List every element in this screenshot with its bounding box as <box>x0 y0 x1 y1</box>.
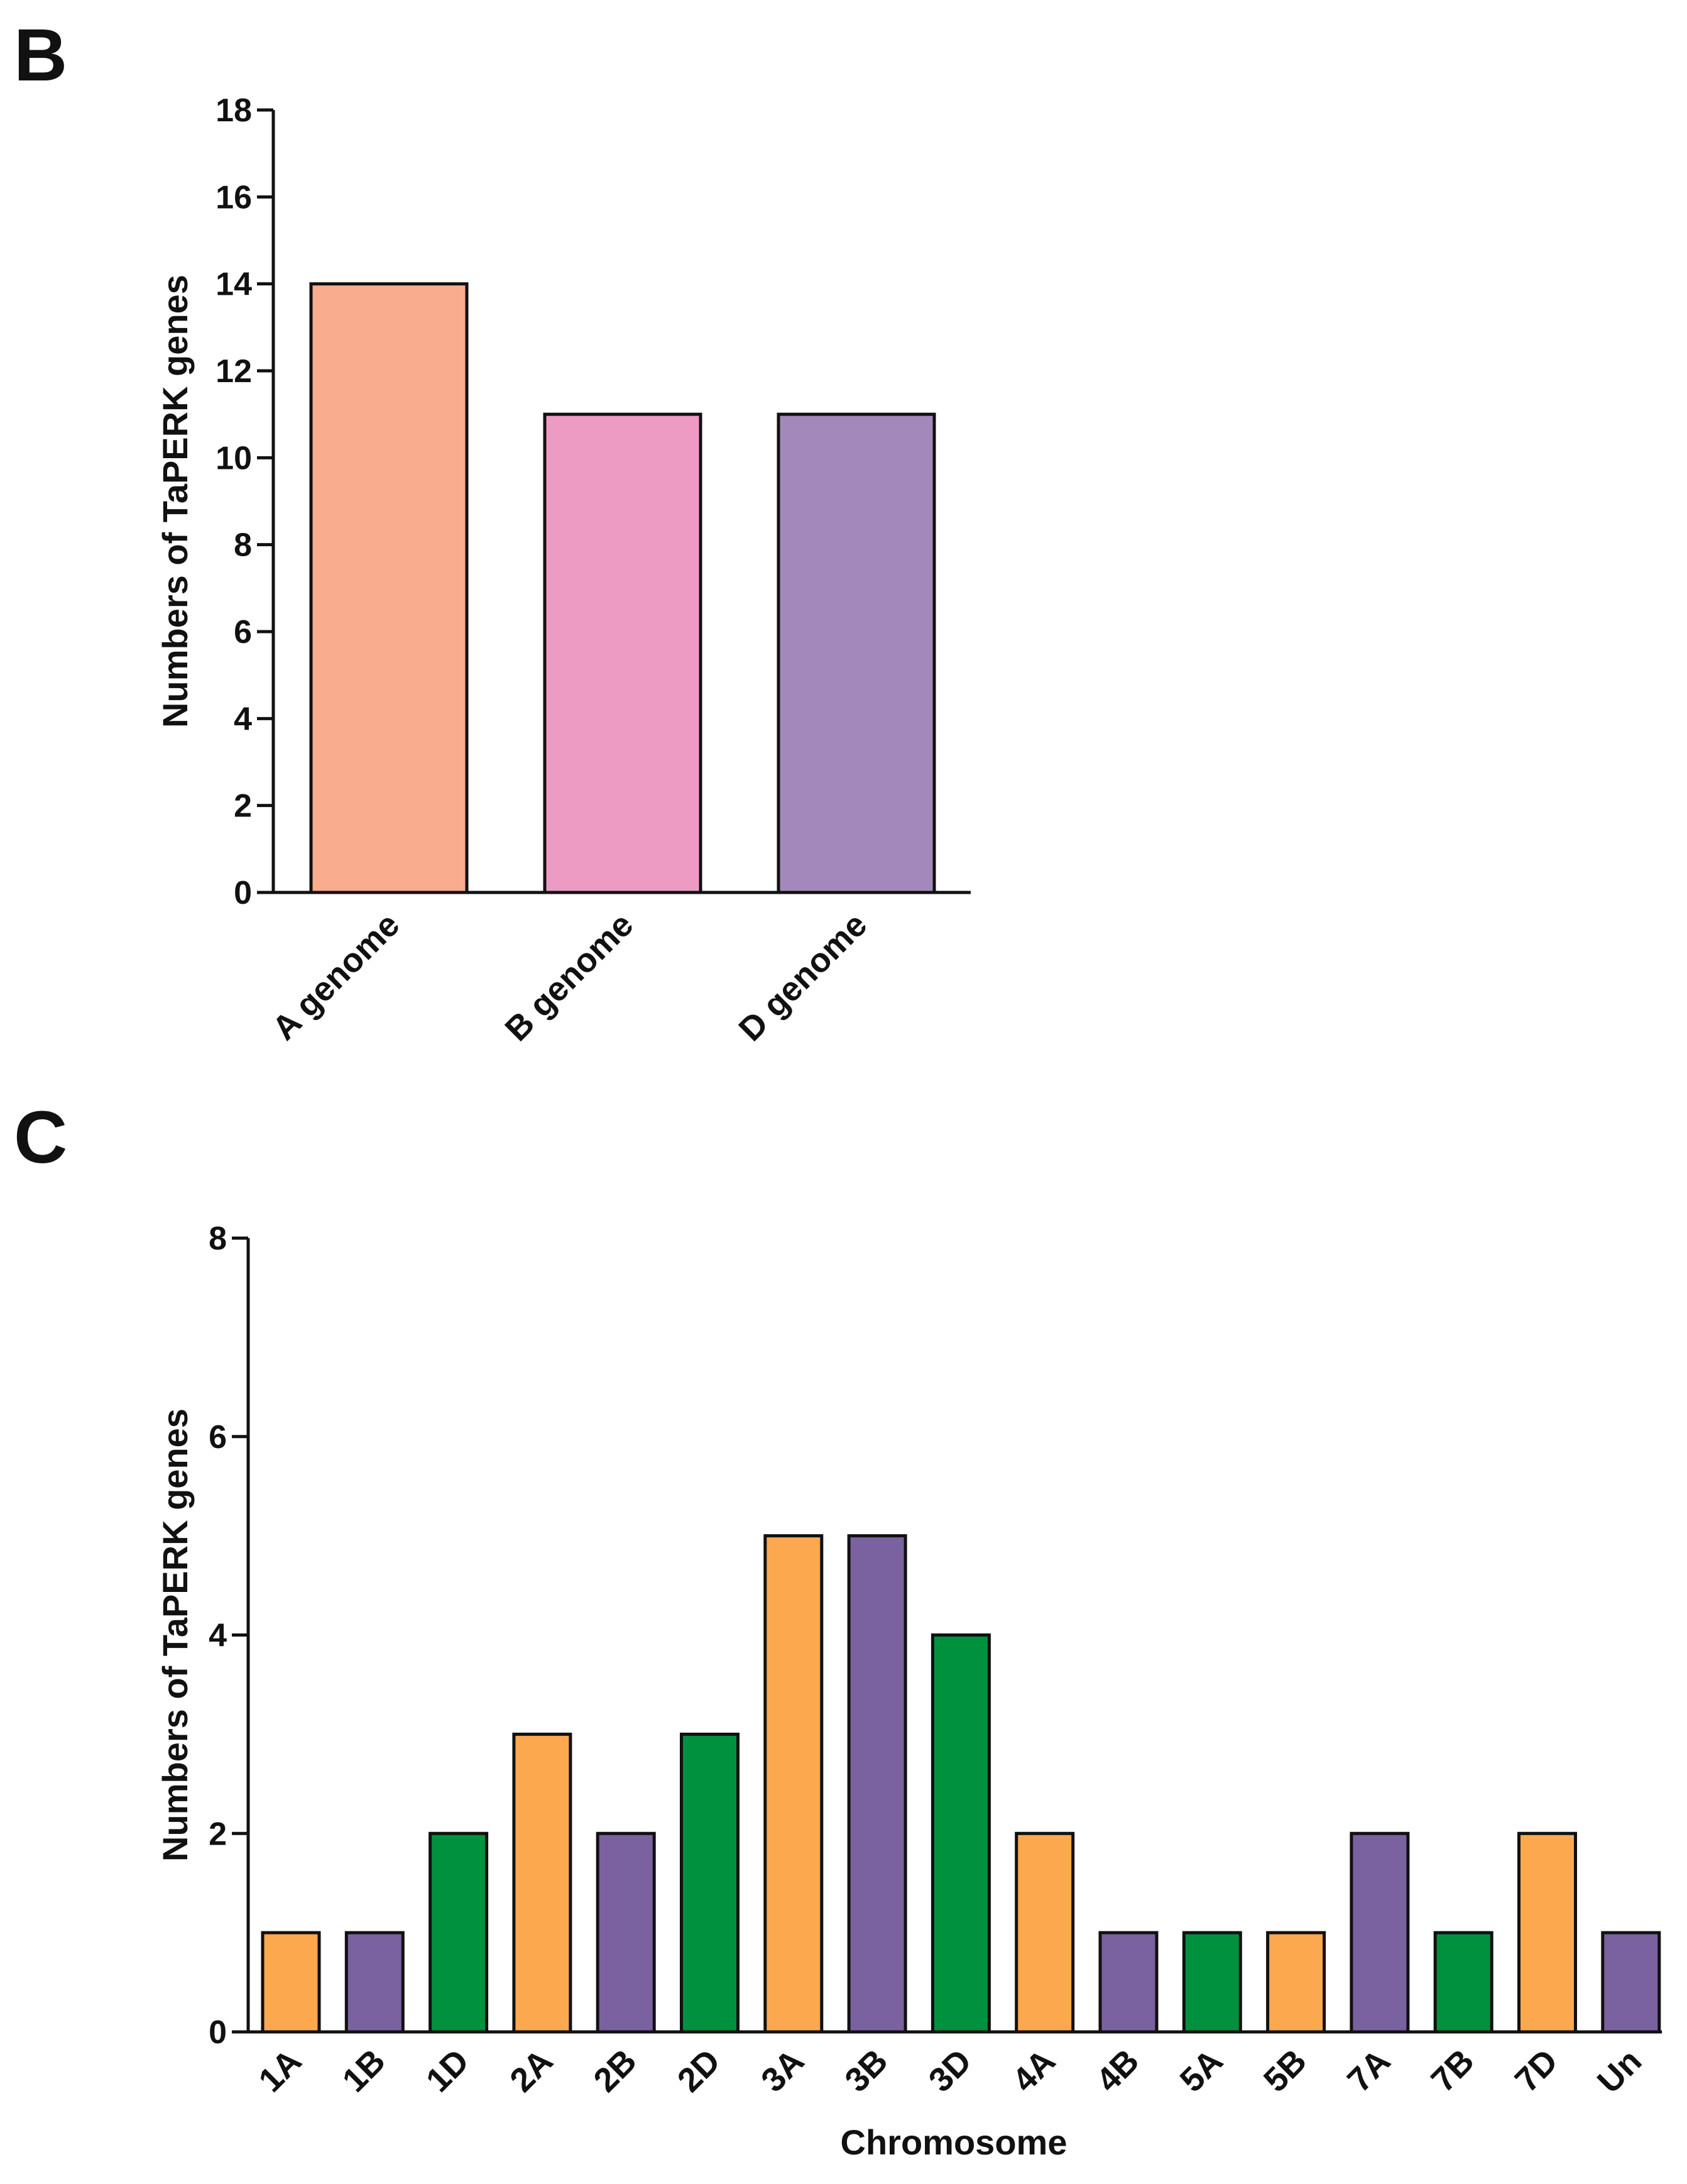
panel-label-c: C <box>14 1096 67 1179</box>
bar-2d <box>680 1732 740 2034</box>
y-tick-label: 10 <box>216 440 252 476</box>
bar-1a <box>261 1931 321 2034</box>
bar-5a <box>1182 1931 1242 2034</box>
y-tick-label: 12 <box>216 353 252 390</box>
y-tick-label: 2 <box>234 788 252 825</box>
y-axis-title: Numbers of TaPERK genes <box>155 275 195 728</box>
bar-1b <box>344 1931 405 2034</box>
y-tick-label: 18 <box>216 92 252 129</box>
bar-5b <box>1266 1931 1326 2034</box>
y-tick-label: 0 <box>234 875 252 911</box>
y-axis-title: Numbers of TaPERK genes <box>155 1408 195 1862</box>
bar-3b <box>847 1534 907 2034</box>
y-tick-label: 6 <box>234 614 252 650</box>
bar-4a <box>1015 1831 1075 2034</box>
bar-a-genome <box>309 282 469 894</box>
bar-7b <box>1433 1931 1493 2034</box>
bar-2a <box>512 1732 572 2034</box>
y-tick-label: 2 <box>209 1816 227 1852</box>
y-tick-label: 8 <box>209 1221 227 1257</box>
y-tick-label: 6 <box>209 1419 227 1456</box>
bar-un <box>1601 1931 1661 2034</box>
bar-1d <box>429 1831 489 2034</box>
bar-4b <box>1098 1931 1159 2034</box>
bar-3a <box>763 1534 824 2034</box>
bar-b-genome <box>543 412 702 894</box>
bar-2b <box>596 1831 656 2034</box>
y-tick-label: 4 <box>234 701 252 737</box>
panel-label-b: B <box>14 14 67 97</box>
bar-3d <box>931 1633 991 2034</box>
y-tick-label: 0 <box>209 2014 227 2051</box>
y-tick-label: 16 <box>216 179 252 216</box>
bar-7d <box>1517 1831 1577 2034</box>
bar-7a <box>1350 1831 1410 2034</box>
y-tick-label: 14 <box>216 266 252 303</box>
y-tick-label: 8 <box>234 527 252 564</box>
bar-d-genome <box>777 412 936 894</box>
y-tick-label: 4 <box>209 1618 227 1654</box>
x-axis-title: Chromosome <box>841 2122 1067 2162</box>
